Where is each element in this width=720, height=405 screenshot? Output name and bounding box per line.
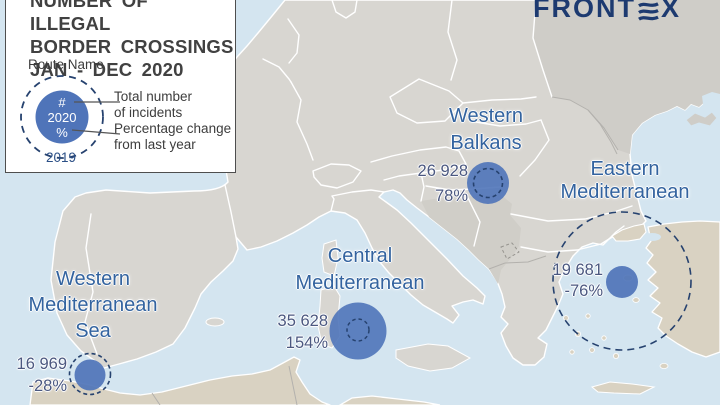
- landmass-west-balkans: [421, 194, 521, 284]
- route-label-central-mediterranean: Central Mediterranean: [296, 243, 425, 297]
- route-stats-western-balkans: 26 928 78%: [402, 159, 468, 209]
- route-total: 35 628: [277, 312, 328, 330]
- route-marker-western-mediterranean: [68, 352, 112, 396]
- route-stats-western-mediterranean-sea: 16 969 -28%: [1, 354, 67, 397]
- route-stats-central-mediterranean: 35 628 154%: [262, 311, 328, 354]
- marker-2020-circle: [329, 302, 387, 360]
- title-line-3: JAN - DEC 2020: [30, 59, 184, 80]
- marker-2019-circle: [552, 211, 692, 351]
- landmass-eastern-europe: [533, 0, 720, 154]
- route-label-line: Mediterranean: [295, 272, 425, 294]
- frontex-logo-text-right: X: [660, 0, 681, 23]
- crete-island: [590, 381, 656, 395]
- route-stats-eastern-mediterranean: 19 681 -76%: [537, 260, 603, 301]
- marker-2019-circle: [472, 167, 504, 199]
- legend-2019-circle: [20, 75, 104, 159]
- route-total: 19 681: [552, 261, 603, 279]
- route-label-line: Mediterranean: [28, 294, 158, 316]
- marker-2019-circle: [346, 318, 370, 342]
- title-line-1: NUMBER OF ILLEGAL: [30, 0, 148, 34]
- route-label-line: Sea: [75, 320, 111, 342]
- legend-leader-line-percent: [71, 129, 121, 135]
- landmass-libya-coast: [338, 395, 441, 405]
- route-change: 78%: [434, 187, 468, 205]
- route-marker-eastern-mediterranean: [552, 211, 692, 351]
- route-label-eastern-mediterranean: Eastern Mediterranean: [561, 158, 690, 204]
- title-line-2: BORDER CROSSINGS: [30, 36, 234, 57]
- route-label-line: Central: [327, 245, 393, 267]
- legend-year-previous: 2019: [46, 150, 77, 165]
- crimea-peninsula: [685, 111, 718, 127]
- legend-annotation-total-line2: of incidents: [114, 104, 183, 120]
- route-label-line: Mediterranean: [560, 181, 690, 203]
- frontex-logo-text-left: FRONT: [533, 0, 636, 23]
- legend-symbol-percent: %: [56, 125, 68, 140]
- frontex-logo: FRONT X: [533, 0, 681, 22]
- route-change: 154%: [285, 333, 328, 352]
- corsica-island: [321, 239, 339, 277]
- legend-route-name-label: Route Name: [28, 57, 104, 72]
- route-label-line: Western: [448, 105, 524, 127]
- route-label-line: Balkans: [450, 132, 522, 154]
- route-marker-western-balkans: [467, 162, 509, 204]
- route-label-line: Western: [55, 268, 131, 290]
- route-change: -76%: [564, 281, 603, 300]
- islands: [205, 239, 669, 395]
- marker-2020-circle: [74, 359, 106, 391]
- sea-of-azov: [702, 92, 720, 114]
- landmass-turkey-thrace: [611, 223, 647, 242]
- legend-annotation-total-line1: Total number: [114, 89, 193, 104]
- route-marker-central-mediterranean: [329, 302, 387, 360]
- title-legend-box: NUMBER OF ILLEGAL BORDER CROSSINGS JAN -…: [5, 0, 236, 173]
- country-borders-gray: [151, 96, 619, 405]
- marker-2020-circle: [606, 266, 638, 298]
- landmass-turkey: [645, 220, 720, 358]
- mallorca-island: [205, 317, 225, 327]
- sea-of-marmara: [643, 233, 661, 241]
- legend-annotation-total: Total number of incidents: [114, 89, 192, 120]
- route-label-western-balkans: Western Balkans: [449, 103, 523, 157]
- route-change: -28%: [28, 376, 67, 395]
- legend-year-current: 2020: [48, 110, 77, 125]
- map-title: NUMBER OF ILLEGAL BORDER CROSSINGS JAN -…: [30, 0, 235, 81]
- legend-annotation-percent-line1: Percentage change: [114, 121, 232, 136]
- legend-symbol-total: #: [58, 95, 66, 110]
- sicily-island: [395, 343, 472, 372]
- legend-annotation-percent: Percentage change from last year: [114, 121, 231, 152]
- route-label-line: Eastern: [590, 158, 660, 180]
- marker-2019-circle: [68, 352, 112, 396]
- route-total: 16 969: [16, 355, 67, 373]
- route-total: 26 928: [417, 162, 468, 180]
- frontex-logo-wave-e-icon: [638, 2, 659, 21]
- legend-marker-diagram: # 2020 %: [20, 75, 121, 159]
- legend-annotation-percent-line2: from last year: [114, 136, 196, 152]
- country-borders-white: [84, 0, 633, 355]
- route-label-western-mediterranean-sea: Western Mediterranean Sea: [29, 266, 158, 344]
